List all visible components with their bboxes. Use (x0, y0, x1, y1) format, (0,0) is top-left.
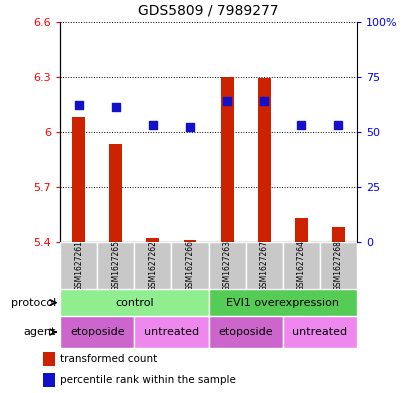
Bar (60, 289, 209, 316)
Text: etoposide: etoposide (70, 327, 124, 337)
Bar (221, 77, 234, 242)
Text: untreated: untreated (292, 327, 347, 337)
Text: GSM1627264: GSM1627264 (297, 240, 306, 291)
Bar (134, 316, 209, 348)
Bar (183, 240, 196, 242)
Point (224, 98, 230, 104)
Point (76, 102, 82, 108)
Text: GSM1627262: GSM1627262 (149, 240, 157, 291)
Text: GSM1627266: GSM1627266 (186, 240, 195, 291)
Text: control: control (115, 298, 154, 308)
Bar (209, 316, 283, 348)
Bar (72, 117, 85, 242)
Bar (209, 242, 246, 289)
Text: agent: agent (24, 327, 56, 337)
Bar (109, 145, 122, 242)
Text: etoposide: etoposide (218, 327, 273, 337)
Bar (60, 316, 134, 348)
Bar (209, 289, 357, 316)
Text: GSM1627261: GSM1627261 (74, 240, 83, 291)
Bar (320, 242, 357, 289)
Bar (295, 218, 308, 242)
Text: GSM1627265: GSM1627265 (111, 240, 120, 291)
Bar (283, 242, 320, 289)
Bar (258, 79, 271, 242)
Point (298, 122, 305, 128)
Point (187, 124, 193, 130)
Bar (60, 242, 97, 289)
Text: GSM1627263: GSM1627263 (222, 240, 232, 291)
Bar (246, 242, 283, 289)
Text: GSM1627267: GSM1627267 (260, 240, 269, 291)
Bar (43, 373, 55, 387)
Point (112, 104, 119, 110)
Bar (332, 227, 345, 242)
Bar (134, 242, 171, 289)
Point (149, 122, 156, 128)
Bar (146, 238, 159, 242)
Text: GSM1627268: GSM1627268 (334, 240, 343, 291)
Text: untreated: untreated (144, 327, 199, 337)
Text: percentile rank within the sample: percentile rank within the sample (60, 375, 236, 385)
Point (261, 98, 268, 104)
Text: protocol: protocol (11, 298, 56, 308)
Bar (283, 316, 357, 348)
Bar (171, 242, 209, 289)
Bar (97, 242, 134, 289)
Title: GDS5809 / 7989277: GDS5809 / 7989277 (138, 4, 279, 18)
Text: transformed count: transformed count (60, 354, 157, 364)
Bar (43, 352, 55, 366)
Text: EVI1 overexpression: EVI1 overexpression (226, 298, 339, 308)
Point (335, 122, 342, 128)
